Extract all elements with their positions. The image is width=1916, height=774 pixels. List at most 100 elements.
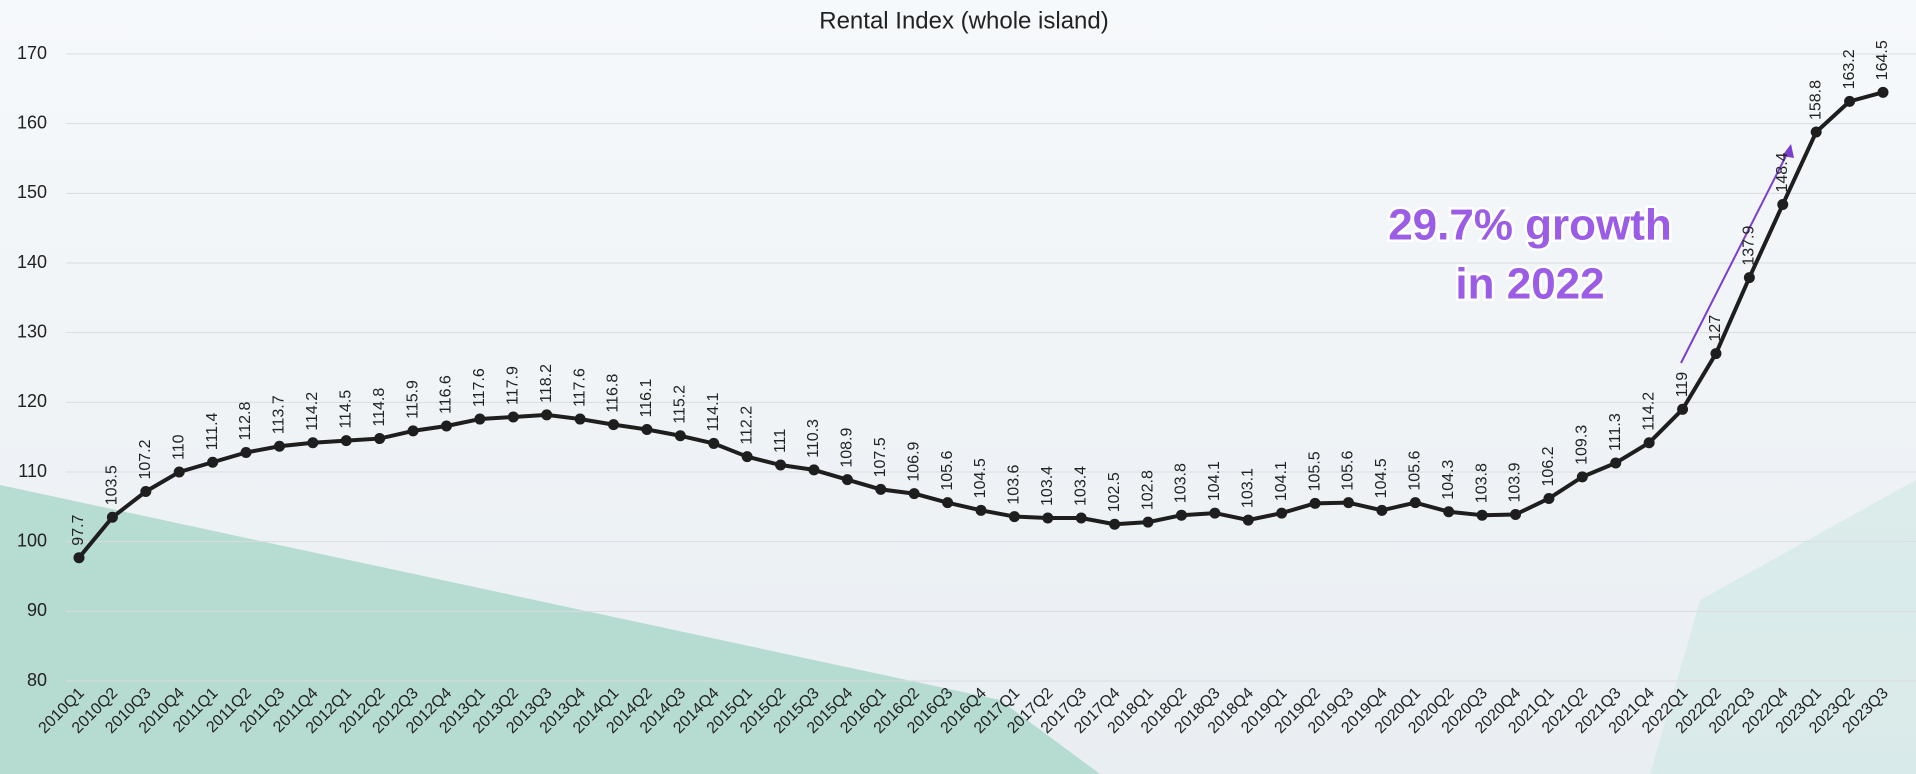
data-label: 115.9: [404, 380, 421, 419]
data-label: 104.5: [972, 458, 989, 498]
data-label: 127: [1707, 315, 1724, 342]
data-label: 104.5: [1373, 458, 1390, 498]
data-label: 114.2: [1640, 392, 1657, 431]
data-label: 103.6: [1006, 464, 1023, 504]
y-tick-label: 90: [27, 600, 47, 620]
data-point: [1042, 512, 1054, 524]
y-tick-label: 160: [17, 112, 47, 132]
data-label: 103.8: [1173, 463, 1190, 503]
data-point: [273, 440, 285, 452]
data-label: 163.2: [1841, 49, 1858, 89]
data-label: 104.1: [1273, 461, 1290, 501]
data-point: [942, 497, 954, 509]
data-point: [440, 420, 452, 432]
data-point: [1075, 512, 1087, 524]
data-point: [808, 464, 820, 476]
y-tick-label: 100: [17, 530, 47, 550]
data-point: [641, 424, 653, 436]
data-point: [1777, 198, 1789, 210]
data-point: [207, 456, 219, 468]
data-label: 104.3: [1440, 460, 1457, 500]
data-label: 114.8: [371, 388, 388, 427]
decor-shape: [1650, 480, 1916, 774]
data-point: [841, 474, 853, 486]
data-point: [1844, 95, 1856, 107]
data-point: [875, 483, 887, 495]
data-label: 114.2: [304, 392, 321, 431]
data-point: [307, 437, 319, 449]
annotation-arrow: [1680, 145, 1792, 364]
data-point: [106, 511, 118, 523]
y-tick-label: 170: [17, 43, 47, 63]
data-label: 108.9: [839, 428, 856, 468]
data-label: 103.8: [1473, 463, 1490, 503]
data-point: [1476, 509, 1488, 521]
data-label: 110: [170, 434, 187, 460]
data-label: 97.7: [70, 514, 87, 545]
y-tick-label: 80: [27, 670, 47, 690]
data-point: [1543, 492, 1555, 504]
data-label: 102.5: [1106, 472, 1123, 512]
data-label: 103.4: [1072, 466, 1089, 506]
data-label: 105.6: [1407, 451, 1424, 491]
y-tick-label: 130: [17, 321, 47, 341]
y-tick-label: 110: [18, 461, 47, 481]
data-label: 107.5: [872, 437, 889, 477]
data-point: [1409, 497, 1421, 509]
data-point: [1510, 508, 1522, 520]
data-label: 105.5: [1306, 451, 1323, 491]
data-label: 116.8: [605, 374, 622, 413]
data-point: [507, 411, 519, 423]
data-point: [541, 409, 553, 421]
data-point: [374, 433, 386, 445]
annotation-arrowhead: [1782, 144, 1794, 158]
data-point: [1443, 506, 1455, 518]
data-point: [73, 552, 85, 564]
data-point: [1209, 507, 1221, 519]
data-point: [1309, 497, 1321, 509]
data-point: [1610, 457, 1622, 469]
data-label: 107.2: [137, 439, 154, 479]
data-label: 148.4: [1774, 152, 1791, 192]
data-label: 106.2: [1540, 446, 1557, 486]
data-label: 116.6: [438, 375, 455, 414]
data-point: [1677, 403, 1689, 415]
data-point: [1643, 437, 1655, 449]
data-label: 102.8: [1139, 470, 1156, 510]
data-label: 116.1: [638, 379, 655, 418]
data-label: 106.9: [905, 441, 922, 481]
data-label: 118.2: [538, 364, 555, 403]
data-point: [908, 488, 920, 500]
data-label: 164.5: [1874, 40, 1891, 80]
data-label: 119: [1674, 372, 1691, 398]
data-point: [340, 435, 352, 447]
chart-title: Rental Index (whole island): [819, 7, 1109, 34]
data-label: 103.9: [1507, 462, 1524, 502]
data-label: 158.8: [1807, 80, 1824, 120]
data-point: [775, 459, 787, 471]
data-label: 117.6: [471, 368, 488, 407]
data-point: [1342, 497, 1354, 509]
data-label: 113.7: [271, 395, 288, 434]
data-label: 114.5: [337, 390, 354, 429]
data-label: 115.2: [672, 385, 689, 424]
decor-shape: [0, 485, 1100, 774]
data-label: 117.9: [505, 366, 522, 405]
data-label: 109.3: [1574, 425, 1591, 465]
data-point: [1109, 518, 1121, 530]
data-label: 105.6: [939, 451, 956, 491]
data-point: [1175, 509, 1187, 521]
y-tick-label: 140: [17, 252, 47, 272]
data-label: 112.2: [738, 406, 755, 445]
data-point: [1810, 126, 1822, 138]
data-label: 111.3: [1607, 413, 1624, 451]
data-label: 111.4: [204, 412, 221, 450]
data-point: [173, 466, 185, 478]
data-label: 117.6: [571, 368, 588, 407]
data-label: 137.9: [1741, 225, 1758, 265]
data-point: [1276, 507, 1288, 519]
data-point: [1743, 272, 1755, 284]
data-point: [608, 419, 620, 431]
data-point: [1142, 516, 1154, 528]
